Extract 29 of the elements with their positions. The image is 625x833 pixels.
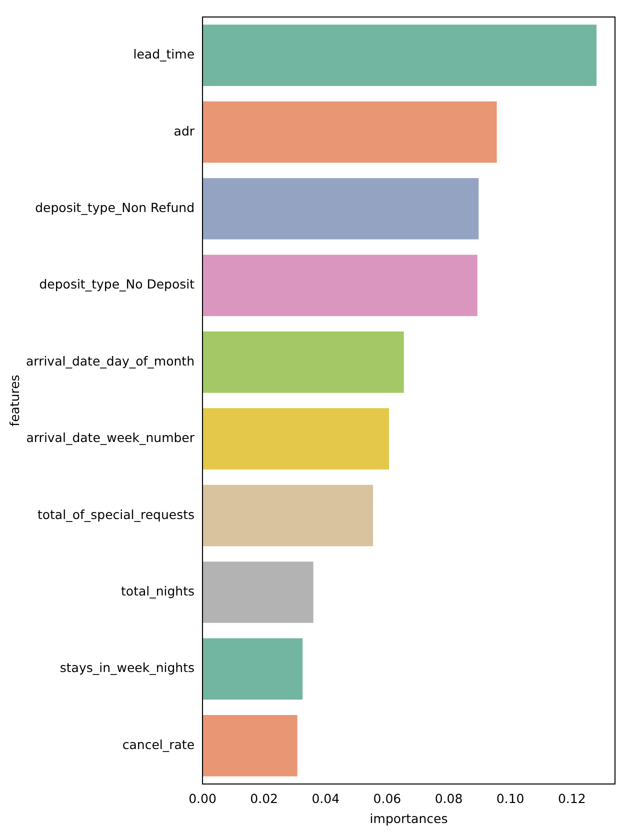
y-tick-label: arrival_date_day_of_month <box>26 353 195 368</box>
bar <box>202 101 497 163</box>
y-tick-label: total_of_special_requests <box>37 506 195 522</box>
x-tick-label: 0.00 <box>188 790 216 806</box>
bar <box>202 638 303 700</box>
x-tick-label: 0.06 <box>373 790 402 806</box>
y-tick-label: deposit_type_No Deposit <box>39 276 195 292</box>
x-axis-title: importances <box>370 810 448 826</box>
x-tick-label: 0.02 <box>250 790 278 806</box>
x-tick-label: 0.08 <box>434 790 463 806</box>
bar <box>202 408 390 470</box>
y-tick-label: total_nights <box>121 584 195 598</box>
x-tick-label: 0.12 <box>558 790 586 806</box>
bar <box>202 714 298 776</box>
bar <box>202 178 479 240</box>
y-axis-title: features <box>6 374 22 426</box>
x-tick-label: 0.10 <box>496 790 524 806</box>
bar <box>202 562 314 623</box>
bar <box>202 331 404 393</box>
x-tick-label: 0.04 <box>312 790 340 806</box>
y-tick-label: arrival_date_week_number <box>26 430 196 446</box>
y-tick-label: lead_time <box>133 46 195 62</box>
y-tick-label: cancel_rate <box>122 736 195 752</box>
bar <box>202 484 374 546</box>
y-tick-label: adr <box>174 123 196 138</box>
bar <box>202 254 478 316</box>
y-tick-label: deposit_type_Non Refund <box>35 200 195 215</box>
bar <box>202 24 597 86</box>
y-tick-label: stays_in_week_nights <box>60 660 195 676</box>
